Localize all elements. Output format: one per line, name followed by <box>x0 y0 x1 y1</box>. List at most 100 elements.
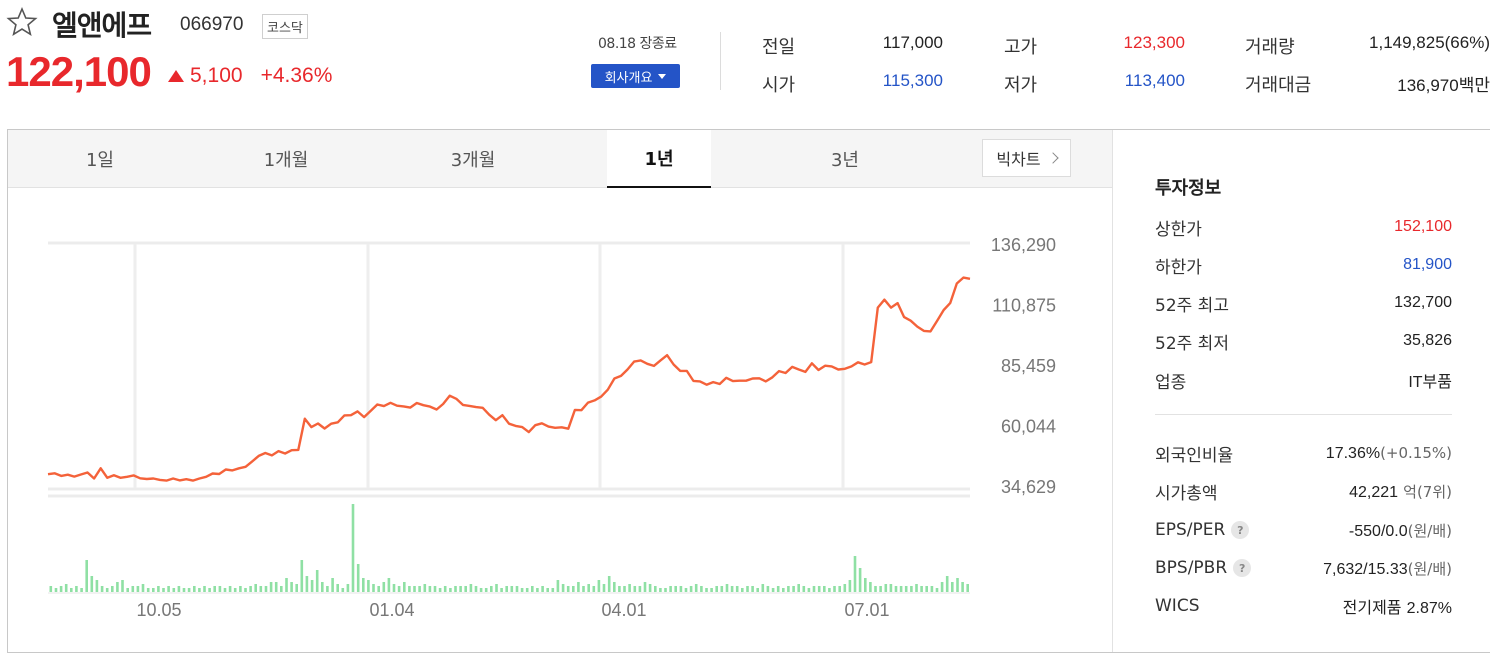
volume-bar-52 <box>316 570 319 592</box>
volume-bar-92 <box>521 588 524 592</box>
volume-bar-93 <box>526 588 529 592</box>
volume-bar-28 <box>193 586 196 592</box>
volume-bar-174 <box>941 582 944 592</box>
company-overview-label: 회사개요 <box>605 67 653 86</box>
volume-bar-83 <box>475 586 478 592</box>
volume-bar-156 <box>849 580 852 592</box>
favorite-star-icon[interactable] <box>6 6 38 38</box>
volume-bar-29 <box>198 588 201 592</box>
volume-bar-30 <box>203 586 206 592</box>
volume-bar-9 <box>96 580 99 592</box>
volume-value: 1,149,825(66%) <box>1330 33 1490 53</box>
tab-1d[interactable]: 1일 <box>48 130 152 188</box>
big-chart-button[interactable]: 빅차트 <box>982 139 1071 177</box>
volume-bar-61 <box>362 578 365 592</box>
info-row-market-cap: 시가총액 42,221 억(7위) <box>1155 479 1452 503</box>
volume-bar-81 <box>464 586 467 592</box>
volume-bar-121 <box>669 586 672 592</box>
volume-bar-62 <box>367 580 370 592</box>
help-icon[interactable]: ? <box>1231 521 1249 539</box>
volume-bar-157 <box>854 556 857 592</box>
volume-bar-98 <box>552 588 555 592</box>
volume-bar-48 <box>295 584 298 592</box>
volume-bar-105 <box>587 584 590 592</box>
volume-bar-75 <box>434 586 437 592</box>
volume-bar-126 <box>695 584 698 592</box>
stock-name: 엘앤에프 <box>52 4 151 44</box>
tab-1y[interactable]: 1년 <box>607 130 711 188</box>
volume-bar-171 <box>925 586 928 592</box>
y-tick-label-1: 110,875 <box>992 295 1056 315</box>
volume-bar-178 <box>961 582 964 592</box>
volume-bar-12 <box>111 586 114 592</box>
volume-bar-117 <box>649 584 652 592</box>
volume-bar-84 <box>480 588 483 592</box>
volume-bar-110 <box>613 582 616 592</box>
volume-bar-153 <box>833 586 836 592</box>
volume-bar-80 <box>459 586 462 592</box>
info-row-52w-low: 52주 최저 35,826 <box>1155 329 1452 353</box>
volume-bar-103 <box>577 582 580 592</box>
volume-bar-14 <box>121 580 124 592</box>
volume-bar-5 <box>75 586 78 592</box>
volume-bar-109 <box>608 576 611 592</box>
big-chart-label: 빅차트 <box>996 146 1040 170</box>
volume-bar-161 <box>874 586 877 592</box>
volume-bar-73 <box>424 584 427 592</box>
volume-bar-8 <box>91 576 94 592</box>
volume-bar-151 <box>823 586 826 592</box>
volume-bar-67 <box>393 584 396 592</box>
y-tick-label-4: 34,629 <box>1001 477 1056 497</box>
volume-bar-164 <box>890 584 893 592</box>
volume-bar-154 <box>838 586 841 592</box>
volume-bar-37 <box>239 586 242 592</box>
volume-bar-58 <box>347 584 350 592</box>
volume-bar-33 <box>219 586 222 592</box>
open-label: 시가 <box>762 71 795 97</box>
volume-bar-125 <box>690 586 693 592</box>
invest-info-title: 투자정보 <box>1155 174 1221 200</box>
change-amount: 5,100 <box>190 64 243 88</box>
volume-bar-57 <box>342 588 345 592</box>
volume-bar-166 <box>900 586 903 592</box>
invest-info-panel: 투자정보 상한가 152,100 하한가 81,900 52주 최고 132,7… <box>1112 130 1490 652</box>
low-label: 저가 <box>1004 71 1037 97</box>
volume-bar-7 <box>85 560 88 592</box>
price-chart[interactable]: 136,290 110,875 85,459 60,044 34,629 10.05 01.… <box>8 188 1112 652</box>
volume-bar-44 <box>275 582 278 592</box>
tab-3m[interactable]: 3개월 <box>421 130 525 188</box>
tab-1m[interactable]: 1개월 <box>234 130 338 188</box>
chart-panel: 1일 1개월 3개월 1년 3년 빅차트 136,290 110,875 85,45… <box>7 129 1490 653</box>
volume-bar-63 <box>372 584 375 592</box>
help-icon[interactable]: ? <box>1233 559 1251 577</box>
volume-bar-95 <box>536 588 539 592</box>
volume-bar-112 <box>623 586 626 592</box>
volume-bar-77 <box>444 586 447 592</box>
volume-bar-91 <box>516 586 519 592</box>
volume-bar-31 <box>208 588 211 592</box>
volume-bar-160 <box>869 582 872 592</box>
volume-bar-15 <box>126 588 129 592</box>
lower-limit-value: 81,900 <box>1403 256 1452 274</box>
volume-bar-74 <box>429 586 432 592</box>
info-row-bps-pbr: BPS/PBR? 7,632/15.33(원/배) <box>1155 556 1452 580</box>
volume-bar-50 <box>306 576 309 592</box>
volume-bar-27 <box>188 588 191 592</box>
volume-bar-86 <box>490 586 493 592</box>
volume-bar-35 <box>229 586 232 592</box>
volume-bar-39 <box>249 586 252 592</box>
volume-bar-82 <box>470 584 473 592</box>
up-triangle-icon <box>168 70 184 82</box>
volume-bar-24 <box>173 588 176 592</box>
tab-3y[interactable]: 3년 <box>793 130 897 188</box>
volume-bar-96 <box>541 586 544 592</box>
high-label: 고가 <box>1004 33 1037 59</box>
volume-bar-120 <box>664 588 667 592</box>
volume-bar-122 <box>674 586 677 592</box>
price-line <box>48 278 970 481</box>
volume-bar-167 <box>905 586 908 592</box>
volume-bar-149 <box>813 586 816 592</box>
volume-bar-114 <box>634 586 637 592</box>
company-overview-button[interactable]: 회사개요 <box>591 64 680 88</box>
info-row-upper-limit: 상한가 152,100 <box>1155 215 1452 239</box>
